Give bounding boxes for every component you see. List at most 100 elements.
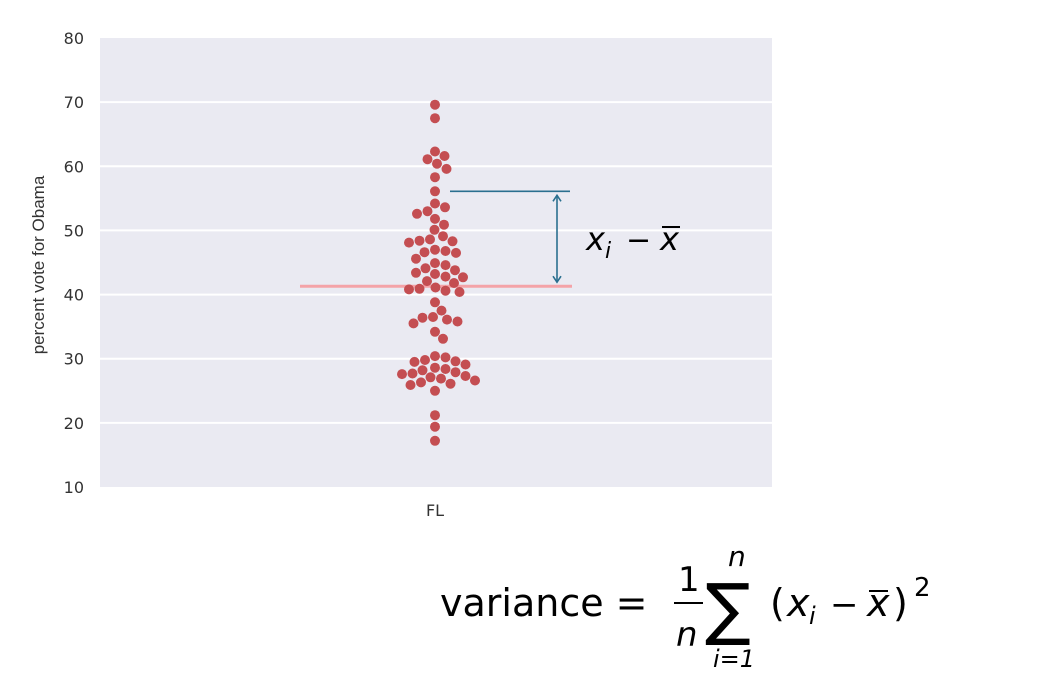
- data-point: [450, 367, 461, 378]
- data-point: [420, 263, 431, 274]
- data-point: [414, 235, 425, 246]
- data-point: [430, 421, 440, 432]
- sum-upper-limit: n: [728, 540, 746, 573]
- data-point: [440, 364, 451, 374]
- data-point: [411, 253, 421, 264]
- data-point: [430, 362, 440, 373]
- data-point: [430, 297, 440, 308]
- data-point: [430, 186, 440, 197]
- data-point: [450, 265, 460, 276]
- deviation-annotation: [450, 190, 570, 284]
- formula-numerator: 1: [678, 560, 700, 600]
- data-point: [470, 375, 480, 386]
- svg-text:2: 2: [914, 573, 931, 603]
- y-tick-label: 30: [64, 350, 84, 369]
- data-point: [407, 368, 418, 379]
- data-point: [440, 271, 451, 282]
- svg-text:(: (: [770, 581, 785, 625]
- data-point: [442, 314, 452, 325]
- data-point: [432, 158, 442, 169]
- data-point: [450, 356, 461, 367]
- data-point: [438, 231, 448, 242]
- data-point: [447, 236, 458, 247]
- data-point: [420, 355, 430, 365]
- svg-text:x: x: [585, 220, 606, 258]
- data-point: [405, 380, 416, 390]
- data-point: [449, 278, 459, 288]
- data-point: [404, 284, 414, 295]
- data-point: [425, 372, 436, 383]
- data-point: [454, 287, 465, 297]
- formula-denominator: n: [676, 615, 698, 655]
- y-tick-label: 40: [64, 286, 84, 305]
- data-point: [412, 208, 422, 219]
- data-point: [439, 219, 449, 230]
- data-point: [460, 359, 471, 370]
- data-point: [451, 247, 461, 258]
- data-point: [430, 172, 440, 183]
- data-point: [438, 333, 448, 344]
- svg-text:): ): [893, 581, 908, 625]
- sum-symbol: ∑: [705, 570, 751, 649]
- formula-lhs: variance =: [440, 581, 648, 625]
- deviation-label: x i − x: [585, 220, 680, 264]
- svg-text:x: x: [659, 220, 680, 258]
- data-point: [440, 260, 451, 271]
- svg-text:i: i: [605, 239, 611, 264]
- data-point: [430, 351, 440, 362]
- y-tick-label: 50: [64, 221, 84, 240]
- data-point: [409, 356, 420, 367]
- data-point: [430, 410, 440, 421]
- data-point: [414, 283, 425, 294]
- y-tick-label: 20: [64, 414, 84, 433]
- data-point: [430, 113, 440, 124]
- data-point: [430, 244, 440, 255]
- svg-text:x: x: [786, 581, 810, 625]
- data-point: [430, 198, 440, 209]
- data-point: [436, 305, 447, 316]
- data-point: [436, 373, 446, 384]
- data-point: [430, 146, 440, 157]
- y-tick-label: 60: [64, 157, 84, 176]
- data-point: [417, 365, 428, 376]
- data-point: [422, 154, 433, 165]
- data-point: [417, 312, 428, 323]
- data-point: [416, 377, 426, 388]
- data-point: [440, 285, 451, 296]
- data-point: [422, 206, 433, 217]
- data-point: [452, 316, 463, 327]
- data-point: [440, 246, 451, 256]
- data-point: [430, 385, 440, 396]
- data-point: [408, 318, 419, 329]
- y-axis-title: percent vote for Obama: [29, 175, 48, 354]
- svg-text:−: −: [830, 585, 859, 625]
- data-point: [397, 369, 407, 380]
- svg-text:−: −: [626, 223, 651, 258]
- data-point: [440, 352, 451, 363]
- sum-lower-limit: i=1: [713, 645, 755, 673]
- svg-text:i: i: [809, 602, 816, 630]
- x-category-label: FL: [426, 501, 444, 520]
- data-point: [430, 326, 440, 337]
- data-point: [440, 202, 450, 213]
- data-point: [430, 435, 440, 446]
- data-point: [430, 258, 440, 269]
- data-point: [422, 276, 432, 287]
- data-point: [430, 282, 441, 293]
- data-point: [428, 312, 438, 322]
- data-point: [411, 267, 421, 278]
- data-point: [430, 99, 440, 110]
- y-tick-label: 10: [64, 478, 84, 497]
- data-points: [397, 99, 480, 446]
- data-point: [419, 247, 430, 258]
- data-point: [430, 213, 440, 224]
- data-point: [441, 163, 452, 174]
- arrow-head: [552, 193, 562, 202]
- y-axis-ticks: 10 20 30 40 50 60 70 80: [64, 29, 84, 497]
- data-point: [425, 234, 435, 245]
- data-point: [439, 151, 450, 161]
- data-point: [404, 237, 414, 248]
- variance-formula: variance = 1 n n ∑ i=1 ( x i − x ) 2: [440, 540, 931, 673]
- svg-text:x: x: [866, 581, 890, 625]
- data-point: [458, 272, 468, 283]
